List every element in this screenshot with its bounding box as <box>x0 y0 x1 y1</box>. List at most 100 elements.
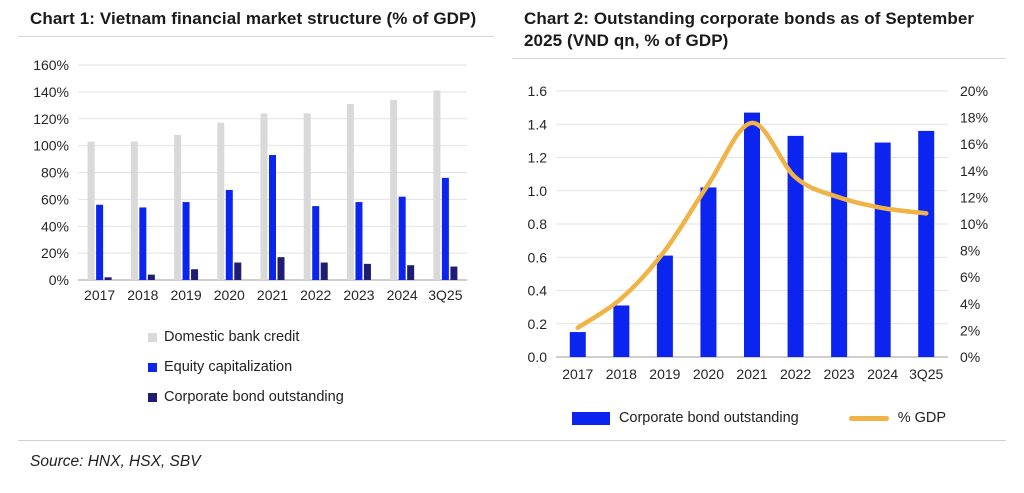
y-axis-tick-label: 20% <box>41 245 69 261</box>
bar-domestic-bank-credit <box>346 103 354 280</box>
y-axis-tick-label: 140% <box>33 84 69 100</box>
x-axis-tick-label: 2021 <box>257 287 288 303</box>
y-axis-tick-label: 0% <box>49 272 69 288</box>
chart2-legend: Corporate bond outstanding % GDP <box>512 410 1006 426</box>
y-axis-right-tick-label: 10% <box>960 216 988 232</box>
bar-corporate-bond-outstanding <box>918 130 935 357</box>
y-axis-left-tick-label: 0.0 <box>528 349 548 365</box>
bar-domestic-bank-credit <box>217 122 225 280</box>
bar-corporate-bond-outstanding <box>407 265 415 280</box>
y-axis-left-tick-label: 1.0 <box>528 183 548 199</box>
x-axis-tick-label: 2022 <box>780 366 811 382</box>
legend-item--gdp: % GDP <box>848 410 947 426</box>
bar-corporate-bond-outstanding <box>234 262 242 280</box>
bar-equity-capitalization <box>441 177 449 280</box>
bar-equity-capitalization <box>398 196 406 280</box>
legend-item-corporate-bond-outstanding: Corporate bond outstanding <box>148 382 494 412</box>
legend-swatch-icon <box>148 362 157 372</box>
x-axis-tick-label: 2017 <box>84 287 115 303</box>
x-axis-tick-label: 2019 <box>170 287 201 303</box>
x-axis-tick-label: 2023 <box>343 287 374 303</box>
y-axis-left-tick-label: 0.4 <box>528 283 548 299</box>
legend-label: Domestic bank credit <box>164 329 300 345</box>
bar-equity-capitalization <box>225 189 233 280</box>
chart2-plot-area: 0.0 0.2 0.4 0.6 0.8 1.0 1.2 1.4 1.6 0% 2% 4% 6% 8% 10%… <box>512 63 1006 400</box>
y-axis-left-tick-label: 0.6 <box>528 249 548 265</box>
source-text: Source: HNX, HSX, SBV <box>30 453 201 470</box>
bar-corporate-bond-outstanding <box>104 277 112 280</box>
x-axis-tick-label: 2024 <box>867 366 898 382</box>
bar-corporate-bond-outstanding <box>363 263 371 280</box>
bar-domestic-bank-credit <box>390 99 398 280</box>
bar-equity-capitalization <box>96 204 104 280</box>
bar-corporate-bond-outstanding <box>320 262 328 280</box>
bar-domestic-bank-credit <box>303 113 311 280</box>
y-axis-left-tick-label: 1.6 <box>528 83 548 99</box>
bar-domestic-bank-credit <box>87 141 95 280</box>
bar-corporate-bond-outstanding <box>787 135 804 357</box>
bar-domestic-bank-credit <box>174 134 182 280</box>
y-axis-right-tick-label: 18% <box>960 110 988 126</box>
y-axis-tick-label: 120% <box>33 111 69 127</box>
legend-item-equity-capitalization: Equity capitalization <box>148 352 494 382</box>
y-axis-left-tick-label: 0.2 <box>528 316 548 332</box>
legend-item-corporate-bond-outstanding: Corporate bond outstanding <box>571 410 799 426</box>
y-axis-right-tick-label: 16% <box>960 136 988 152</box>
bar-corporate-bond-outstanding <box>744 112 760 357</box>
bar-corporate-bond-outstanding <box>656 255 673 357</box>
bar-domestic-bank-credit <box>260 113 268 280</box>
report-figure-panel: Chart 1: Vietnam financial market struct… <box>18 4 1006 470</box>
chart2-svg: 0.0 0.2 0.4 0.6 0.8 1.0 1.2 1.4 1.6 0% 2% 4% 6% 8% 10%… <box>528 83 989 382</box>
bar-corporate-bond-outstanding <box>613 305 630 357</box>
chart1-title-divider <box>18 36 494 37</box>
bar-equity-capitalization <box>355 202 363 280</box>
chart2-title: Chart 2: Outstanding corporate bonds as … <box>524 9 975 50</box>
legend-label: % GDP <box>897 410 947 426</box>
x-axis-tick-label: 2018 <box>127 287 158 303</box>
y-axis-tick-label: 100% <box>33 138 69 154</box>
x-axis-tick-label: 2019 <box>649 366 680 382</box>
legend-swatch-icon <box>571 411 610 425</box>
y-axis-right-tick-label: 8% <box>960 243 980 259</box>
chart1-svg: 0% 20% 40% 60% 80% 100% 120% 140% 160% 2017 2018 20… <box>33 57 467 303</box>
x-axis-tick-label: 2018 <box>606 366 637 382</box>
bar-corporate-bond-outstanding <box>569 332 586 357</box>
chart2-section: Chart 2: Outstanding corporate bonds as … <box>512 4 1006 440</box>
bar-corporate-bond-outstanding <box>831 152 848 357</box>
bar-corporate-bond-outstanding <box>450 266 458 280</box>
x-axis-tick-label: 2020 <box>693 366 724 382</box>
y-axis-right-tick-label: 20% <box>960 83 988 99</box>
x-axis-tick-label: 2024 <box>387 287 418 303</box>
legend-swatch-icon <box>848 415 889 421</box>
bar-corporate-bond-outstanding <box>191 269 199 280</box>
y-axis-left-tick-label: 0.8 <box>528 216 548 232</box>
legend-swatch-icon <box>148 392 157 402</box>
y-axis-right-tick-label: 12% <box>960 189 988 205</box>
x-axis-tick-label: 3Q25 <box>428 287 462 303</box>
legend-label: Equity capitalization <box>164 359 293 375</box>
chart1-legend: Domestic bank credit Equity capitalizatio… <box>18 322 494 412</box>
chart2-title-divider <box>512 58 1006 59</box>
bar-equity-capitalization <box>269 155 276 280</box>
chart1-title: Chart 1: Vietnam financial market struct… <box>30 9 477 28</box>
source-divider <box>18 440 1006 441</box>
y-axis-right-tick-label: 0% <box>960 349 980 365</box>
bar-domestic-bank-credit <box>433 90 441 280</box>
y-axis-tick-label: 60% <box>41 191 69 207</box>
x-axis-tick-label: 2022 <box>300 287 331 303</box>
bar-equity-capitalization <box>312 206 320 280</box>
y-axis-right-tick-label: 6% <box>960 269 980 285</box>
line--gdp <box>575 120 929 330</box>
x-axis-tick-label: 2023 <box>824 366 855 382</box>
bar-corporate-bond-outstanding <box>700 187 717 357</box>
y-axis-right-tick-label: 2% <box>960 322 980 338</box>
x-axis-tick-label: 2020 <box>214 287 245 303</box>
x-axis-tick-label: 2021 <box>736 366 767 382</box>
charts-row: Chart 1: Vietnam financial market struct… <box>18 4 1006 440</box>
bar-corporate-bond-outstanding <box>147 274 155 280</box>
y-axis-right-tick-label: 4% <box>960 296 980 312</box>
legend-swatch-icon <box>148 332 157 342</box>
bar-equity-capitalization <box>139 207 147 280</box>
legend-label: Corporate bond outstanding <box>618 410 799 426</box>
y-axis-left-tick-label: 1.4 <box>528 116 548 132</box>
